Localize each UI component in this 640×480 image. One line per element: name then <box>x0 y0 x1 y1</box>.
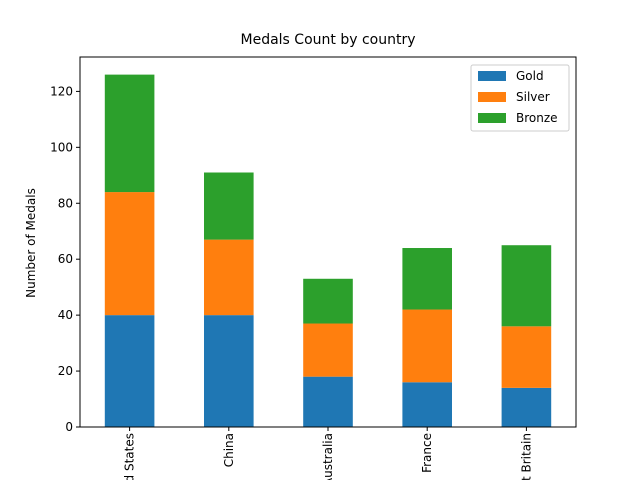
y-axis-label: Number of Medals <box>24 188 38 298</box>
bar-segment <box>402 309 452 383</box>
y-tick-label: 0 <box>65 420 73 434</box>
legend-swatch <box>478 113 506 123</box>
chart-title: Medals Count by country <box>241 32 416 48</box>
x-tick-label: China <box>222 433 236 467</box>
bar-segment <box>501 245 552 327</box>
bar-segment <box>402 248 452 310</box>
y-tick-label: 20 <box>58 364 73 378</box>
y-tick-label: 120 <box>50 84 73 98</box>
bar-segment <box>104 74 155 193</box>
x-tick-label: Australia <box>321 433 335 480</box>
x-tick-label: Great Britain <box>519 433 533 480</box>
x-tick-label: France <box>420 433 434 473</box>
legend-swatch <box>478 71 506 81</box>
bar-segment <box>402 382 452 427</box>
legend-label: Silver <box>516 90 550 104</box>
bar-segment <box>501 326 552 388</box>
bar-segment <box>501 387 552 427</box>
legend-label: Gold <box>516 69 544 83</box>
bar-segment <box>104 192 155 316</box>
bar-segment <box>303 376 353 427</box>
x-tick-label: United States <box>123 433 137 480</box>
bar-segment <box>204 172 254 240</box>
legend-swatch <box>478 92 506 102</box>
y-tick-label: 80 <box>58 196 73 210</box>
y-tick-label: 100 <box>50 140 73 154</box>
bar-segment <box>303 323 353 377</box>
y-tick-label: 40 <box>58 308 73 322</box>
bar-segment <box>104 315 155 427</box>
bar-segment <box>303 278 353 324</box>
bar-segment <box>204 239 254 316</box>
legend-label: Bronze <box>516 111 558 125</box>
y-tick-label: 60 <box>58 252 73 266</box>
bar-segment <box>204 315 254 427</box>
